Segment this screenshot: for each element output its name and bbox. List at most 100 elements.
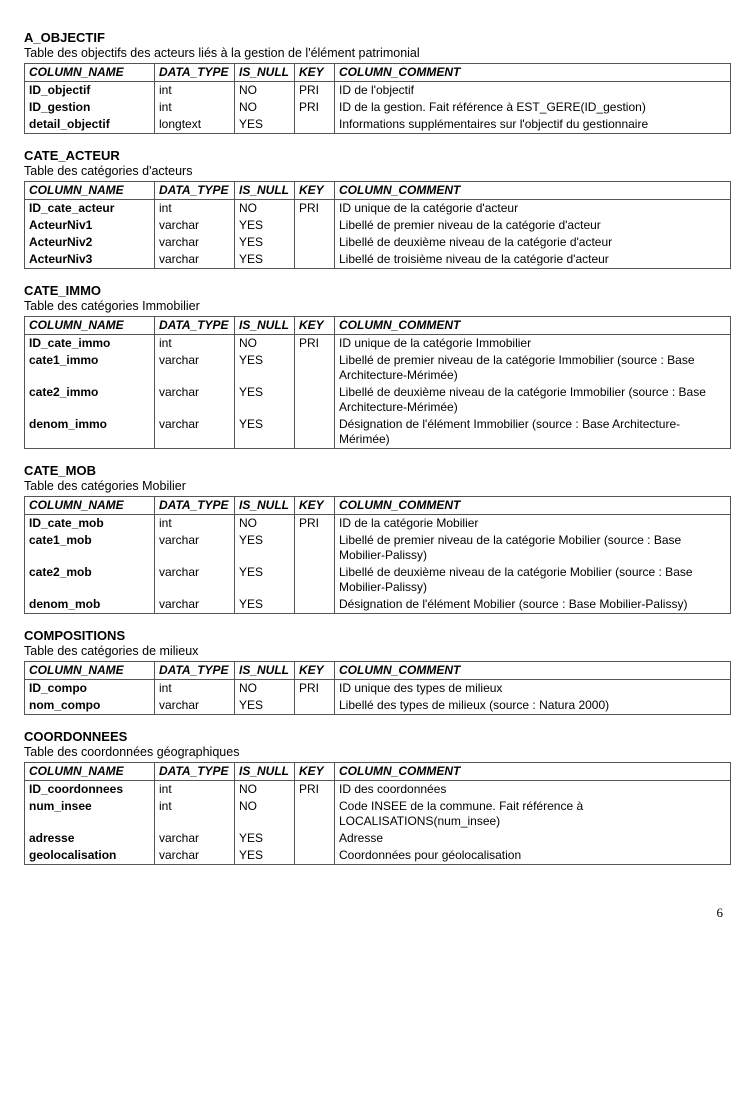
cell-isnull: YES	[235, 596, 295, 614]
cell-name: detail_objectif	[25, 116, 155, 134]
cell-comment: ID de la gestion. Fait référence à EST_G…	[335, 99, 731, 116]
column-header: COLUMN_COMMENT	[335, 763, 731, 781]
table-row: cate2_immovarcharYESLibellé de deuxième …	[25, 384, 731, 416]
cell-name: num_insee	[25, 798, 155, 830]
cell-isnull: YES	[235, 251, 295, 269]
cell-key	[295, 830, 335, 847]
cell-name: adresse	[25, 830, 155, 847]
cell-comment: ID unique de la catégorie Immobilier	[335, 335, 731, 353]
column-header: DATA_TYPE	[155, 763, 235, 781]
table-row: nom_compovarcharYESLibellé des types de …	[25, 697, 731, 715]
table-title: CATE_IMMO	[24, 283, 731, 298]
table-row: num_inseeintNOCode INSEE de la commune. …	[25, 798, 731, 830]
cell-type: varchar	[155, 217, 235, 234]
cell-comment: Désignation de l'élément Mobilier (sourc…	[335, 596, 731, 614]
table-row: cate1_immovarcharYESLibellé de premier n…	[25, 352, 731, 384]
table-row: geolocalisationvarcharYESCoordonnées pou…	[25, 847, 731, 865]
column-header: KEY	[295, 497, 335, 515]
cell-name: cate1_mob	[25, 532, 155, 564]
cell-comment: ID des coordonnées	[335, 781, 731, 799]
column-header: KEY	[295, 662, 335, 680]
cell-comment: Libellé de deuxième niveau de la catégor…	[335, 384, 731, 416]
column-header: COLUMN_NAME	[25, 64, 155, 82]
cell-name: ID_cate_mob	[25, 515, 155, 533]
cell-key	[295, 532, 335, 564]
column-header: KEY	[295, 317, 335, 335]
schema-table: COLUMN_NAMEDATA_TYPEIS_NULLKEYCOLUMN_COM…	[24, 661, 731, 715]
cell-comment: Adresse	[335, 830, 731, 847]
cell-key	[295, 234, 335, 251]
table-description: Table des catégories Immobilier	[24, 299, 731, 313]
cell-type: int	[155, 680, 235, 698]
cell-comment: Libellé de premier niveau de la catégori…	[335, 352, 731, 384]
cell-comment: ID de la catégorie Mobilier	[335, 515, 731, 533]
cell-comment: Informations supplémentaires sur l'objec…	[335, 116, 731, 134]
cell-key	[295, 847, 335, 865]
column-header: DATA_TYPE	[155, 64, 235, 82]
cell-isnull: NO	[235, 680, 295, 698]
schema-table: COLUMN_NAMEDATA_TYPEIS_NULLKEYCOLUMN_COM…	[24, 63, 731, 134]
cell-comment: Désignation de l'élément Immobilier (sou…	[335, 416, 731, 449]
table-row: ID_cate_immointNOPRIID unique de la caté…	[25, 335, 731, 353]
table-description: Table des catégories Mobilier	[24, 479, 731, 493]
column-header: COLUMN_COMMENT	[335, 182, 731, 200]
schema-section: CATE_ACTEURTable des catégories d'acteur…	[24, 148, 731, 269]
table-row: ActeurNiv2varcharYESLibellé de deuxième …	[25, 234, 731, 251]
cell-comment: Libellé de deuxième niveau de la catégor…	[335, 234, 731, 251]
table-row: denom_immovarcharYESDésignation de l'élé…	[25, 416, 731, 449]
schema-table: COLUMN_NAMEDATA_TYPEIS_NULLKEYCOLUMN_COM…	[24, 496, 731, 614]
schema-section: A_OBJECTIFTable des objectifs des acteur…	[24, 30, 731, 134]
cell-isnull: YES	[235, 830, 295, 847]
cell-comment: ID unique de la catégorie d'acteur	[335, 200, 731, 218]
table-title: CATE_ACTEUR	[24, 148, 731, 163]
cell-isnull: NO	[235, 99, 295, 116]
cell-type: int	[155, 335, 235, 353]
table-row: ActeurNiv3varcharYESLibellé de troisième…	[25, 251, 731, 269]
schema-table: COLUMN_NAMEDATA_TYPEIS_NULLKEYCOLUMN_COM…	[24, 316, 731, 449]
cell-type: varchar	[155, 847, 235, 865]
column-header: IS_NULL	[235, 662, 295, 680]
column-header: IS_NULL	[235, 182, 295, 200]
cell-name: ActeurNiv1	[25, 217, 155, 234]
column-header: DATA_TYPE	[155, 662, 235, 680]
cell-type: int	[155, 515, 235, 533]
cell-comment: Code INSEE de la commune. Fait référence…	[335, 798, 731, 830]
cell-type: varchar	[155, 352, 235, 384]
table-row: ID_cate_acteurintNOPRIID unique de la ca…	[25, 200, 731, 218]
table-description: Table des catégories de milieux	[24, 644, 731, 658]
column-header: COLUMN_COMMENT	[335, 64, 731, 82]
column-header: KEY	[295, 182, 335, 200]
cell-type: int	[155, 200, 235, 218]
cell-comment: ID de l'objectif	[335, 82, 731, 100]
column-header: COLUMN_NAME	[25, 182, 155, 200]
cell-key	[295, 416, 335, 449]
cell-comment: Libellé des types de milieux (source : N…	[335, 697, 731, 715]
table-row: adressevarcharYESAdresse	[25, 830, 731, 847]
table-description: Table des coordonnées géographiques	[24, 745, 731, 759]
cell-isnull: NO	[235, 798, 295, 830]
cell-isnull: YES	[235, 234, 295, 251]
cell-name: ID_coordonnees	[25, 781, 155, 799]
cell-name: ID_gestion	[25, 99, 155, 116]
cell-key	[295, 798, 335, 830]
cell-key	[295, 384, 335, 416]
schema-section: COORDONNEESTable des coordonnées géograp…	[24, 729, 731, 865]
cell-isnull: NO	[235, 335, 295, 353]
cell-isnull: YES	[235, 116, 295, 134]
cell-name: ID_objectif	[25, 82, 155, 100]
table-title: COMPOSITIONS	[24, 628, 731, 643]
cell-name: geolocalisation	[25, 847, 155, 865]
cell-comment: Libellé de premier niveau de la catégori…	[335, 532, 731, 564]
cell-name: ID_cate_immo	[25, 335, 155, 353]
table-row: ID_objectifintNOPRIID de l'objectif	[25, 82, 731, 100]
cell-isnull: YES	[235, 416, 295, 449]
cell-type: varchar	[155, 697, 235, 715]
table-row: detail_objectiflongtextYESInformations s…	[25, 116, 731, 134]
cell-type: varchar	[155, 384, 235, 416]
cell-name: cate1_immo	[25, 352, 155, 384]
table-title: CATE_MOB	[24, 463, 731, 478]
cell-key	[295, 564, 335, 596]
cell-isnull: YES	[235, 384, 295, 416]
cell-isnull: YES	[235, 564, 295, 596]
cell-isnull: YES	[235, 847, 295, 865]
